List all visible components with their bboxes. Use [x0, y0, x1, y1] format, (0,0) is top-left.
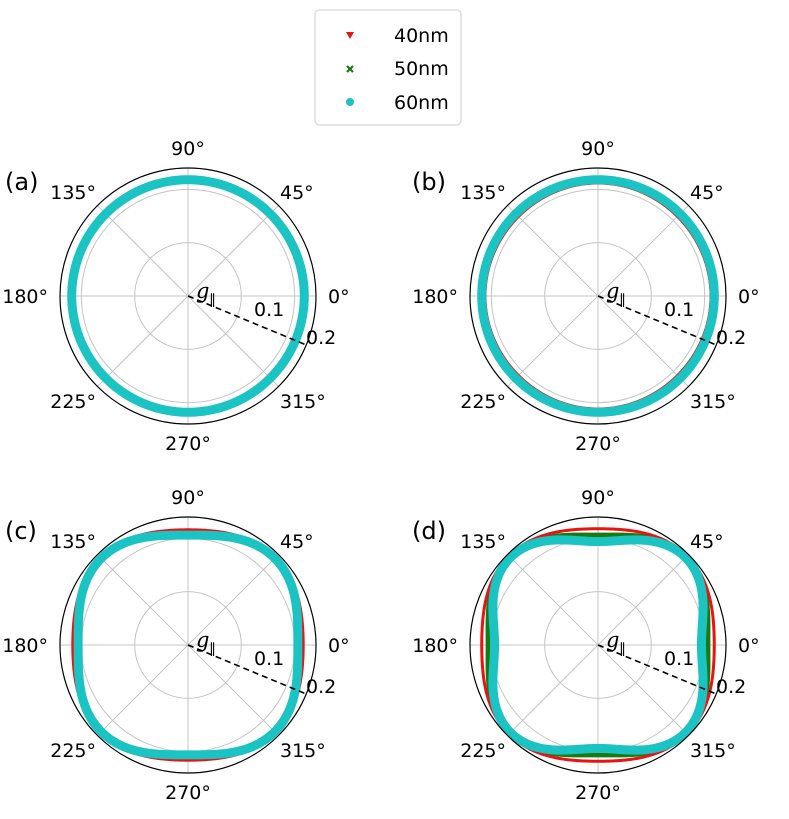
angular-gridline-225	[97, 295, 189, 387]
series-40nm	[480, 527, 716, 763]
panel-label: (d)	[412, 517, 446, 545]
polar-frame	[469, 516, 727, 774]
angle-tick-label-180: 180°	[412, 286, 458, 308]
legend-label-40nm: 40nm	[394, 25, 449, 47]
radial-axis-label-sub: ∥	[209, 292, 216, 308]
radial-tick-label-2: 0.2	[716, 676, 746, 698]
angle-tick-label-270: 270°	[575, 433, 621, 455]
radial-tick-label-1: 0.1	[254, 648, 284, 670]
angular-gridline-45	[187, 205, 279, 297]
angle-tick-label-315: 315°	[280, 391, 326, 413]
angle-tick-label-0: 0°	[738, 635, 760, 657]
angular-gridline-315	[187, 644, 279, 736]
angular-gridline-45	[187, 554, 279, 646]
radial-axis-label: g	[196, 279, 209, 303]
angle-tick-label-270: 270°	[165, 782, 211, 804]
radial-axis-label-sub: ∥	[209, 641, 216, 657]
panel-label: (a)	[5, 168, 38, 196]
polar-frame	[59, 167, 317, 425]
legend-frame	[314, 9, 462, 126]
radial-axis-label: g	[606, 628, 619, 652]
angular-gridline-45	[597, 554, 689, 646]
series-60nm	[67, 175, 309, 417]
angular-gridline-315	[597, 295, 689, 387]
angle-tick-label-0: 0°	[328, 635, 350, 657]
legend-label-60nm: 60nm	[394, 92, 449, 114]
angular-gridline-225	[97, 644, 189, 736]
radial-axis-label-sub: ∥	[619, 641, 626, 657]
angle-tick-label-225: 225°	[460, 391, 506, 413]
polar-panel-3: 0.1 0.2 g ∥ 0° 45° 90° 135° 180° 225° 270° 315° (c)	[2, 487, 349, 804]
angle-tick-label-135: 135°	[50, 182, 96, 204]
radial-axis-line	[187, 295, 307, 346]
radial-axis-label-sub: ∥	[619, 292, 626, 308]
angle-tick-label-45: 45°	[690, 182, 724, 204]
angle-tick-label-135: 135°	[460, 531, 506, 553]
angle-tick-label-90: 90°	[171, 487, 205, 509]
polar-panel-1: 0.1 0.2 g ∥ 0° 45° 90° 135° 180° 225° 270° 315° (a)	[2, 138, 349, 455]
angle-tick-label-180: 180°	[412, 635, 458, 657]
angular-gridline-225	[507, 644, 599, 736]
polar-panel-2: 0.1 0.2 g ∥ 0° 45° 90° 135° 180° 225° 270° 315° (b)	[412, 138, 760, 455]
angle-tick-label-315: 315°	[690, 740, 736, 762]
angle-tick-label-45: 45°	[280, 531, 314, 553]
angular-gridline-135	[507, 205, 599, 297]
radial-tick-label-1: 0.1	[254, 299, 284, 321]
legend-label-50nm: 50nm	[394, 58, 449, 80]
polar-panel-4: 0.1 0.2 g ∥ 0° 45° 90° 135° 180° 225° 270° 315° (d)	[412, 487, 760, 804]
panel-label: (b)	[412, 168, 446, 196]
angular-gridline-135	[507, 554, 599, 646]
angle-tick-label-180: 180°	[2, 286, 48, 308]
radial-tick-label-2: 0.2	[306, 676, 336, 698]
angle-tick-label-90: 90°	[581, 487, 615, 509]
radial-tick-label-2: 0.2	[306, 327, 336, 349]
radial-axis-line	[597, 644, 717, 695]
angle-tick-label-0: 0°	[328, 286, 350, 308]
angle-tick-label-315: 315°	[690, 391, 736, 413]
series-60nm	[73, 530, 303, 760]
angular-gridline-225	[507, 295, 599, 387]
angle-tick-label-0: 0°	[738, 286, 760, 308]
polar-frame	[59, 516, 317, 774]
angular-gridline-45	[597, 205, 689, 297]
series-60nm	[477, 175, 719, 417]
angle-tick-label-315: 315°	[280, 740, 326, 762]
legend-marker-40nm	[346, 32, 354, 39]
radial-axis-label: g	[196, 628, 209, 652]
radial-axis-label: g	[606, 279, 619, 303]
angular-gridline-315	[597, 644, 689, 736]
angular-gridline-135	[97, 205, 189, 297]
panel-label: (c)	[5, 517, 37, 545]
angle-tick-label-270: 270°	[575, 782, 621, 804]
angle-tick-label-270: 270°	[165, 433, 211, 455]
polar-frame	[469, 167, 727, 425]
radial-tick-label-1: 0.1	[664, 648, 694, 670]
radial-tick-label-1: 0.1	[664, 299, 694, 321]
legend-marker-60nm	[346, 98, 354, 106]
angle-tick-label-180: 180°	[2, 635, 48, 657]
legend: 40nm 50nm 60nm	[314, 9, 462, 126]
angle-tick-label-45: 45°	[690, 531, 724, 553]
angle-tick-label-90: 90°	[171, 138, 205, 160]
series-60nm	[488, 535, 708, 755]
radial-axis-line	[597, 295, 717, 346]
angle-tick-label-225: 225°	[460, 740, 506, 762]
radial-axis-line	[187, 644, 307, 695]
angle-tick-label-45: 45°	[280, 182, 314, 204]
legend-marker-50nm	[346, 65, 354, 73]
angle-tick-label-135: 135°	[50, 531, 96, 553]
angular-gridline-315	[187, 295, 279, 387]
angle-tick-label-135: 135°	[460, 182, 506, 204]
angle-tick-label-225: 225°	[50, 740, 96, 762]
angle-tick-label-225: 225°	[50, 391, 96, 413]
angle-tick-label-90: 90°	[581, 138, 615, 160]
polar-panels: 0.10.2g ∥ 0°45°90°135°180°225°270°315°(a)0…	[2, 138, 759, 804]
angular-gridline-135	[97, 554, 189, 646]
radial-tick-label-2: 0.2	[716, 327, 746, 349]
